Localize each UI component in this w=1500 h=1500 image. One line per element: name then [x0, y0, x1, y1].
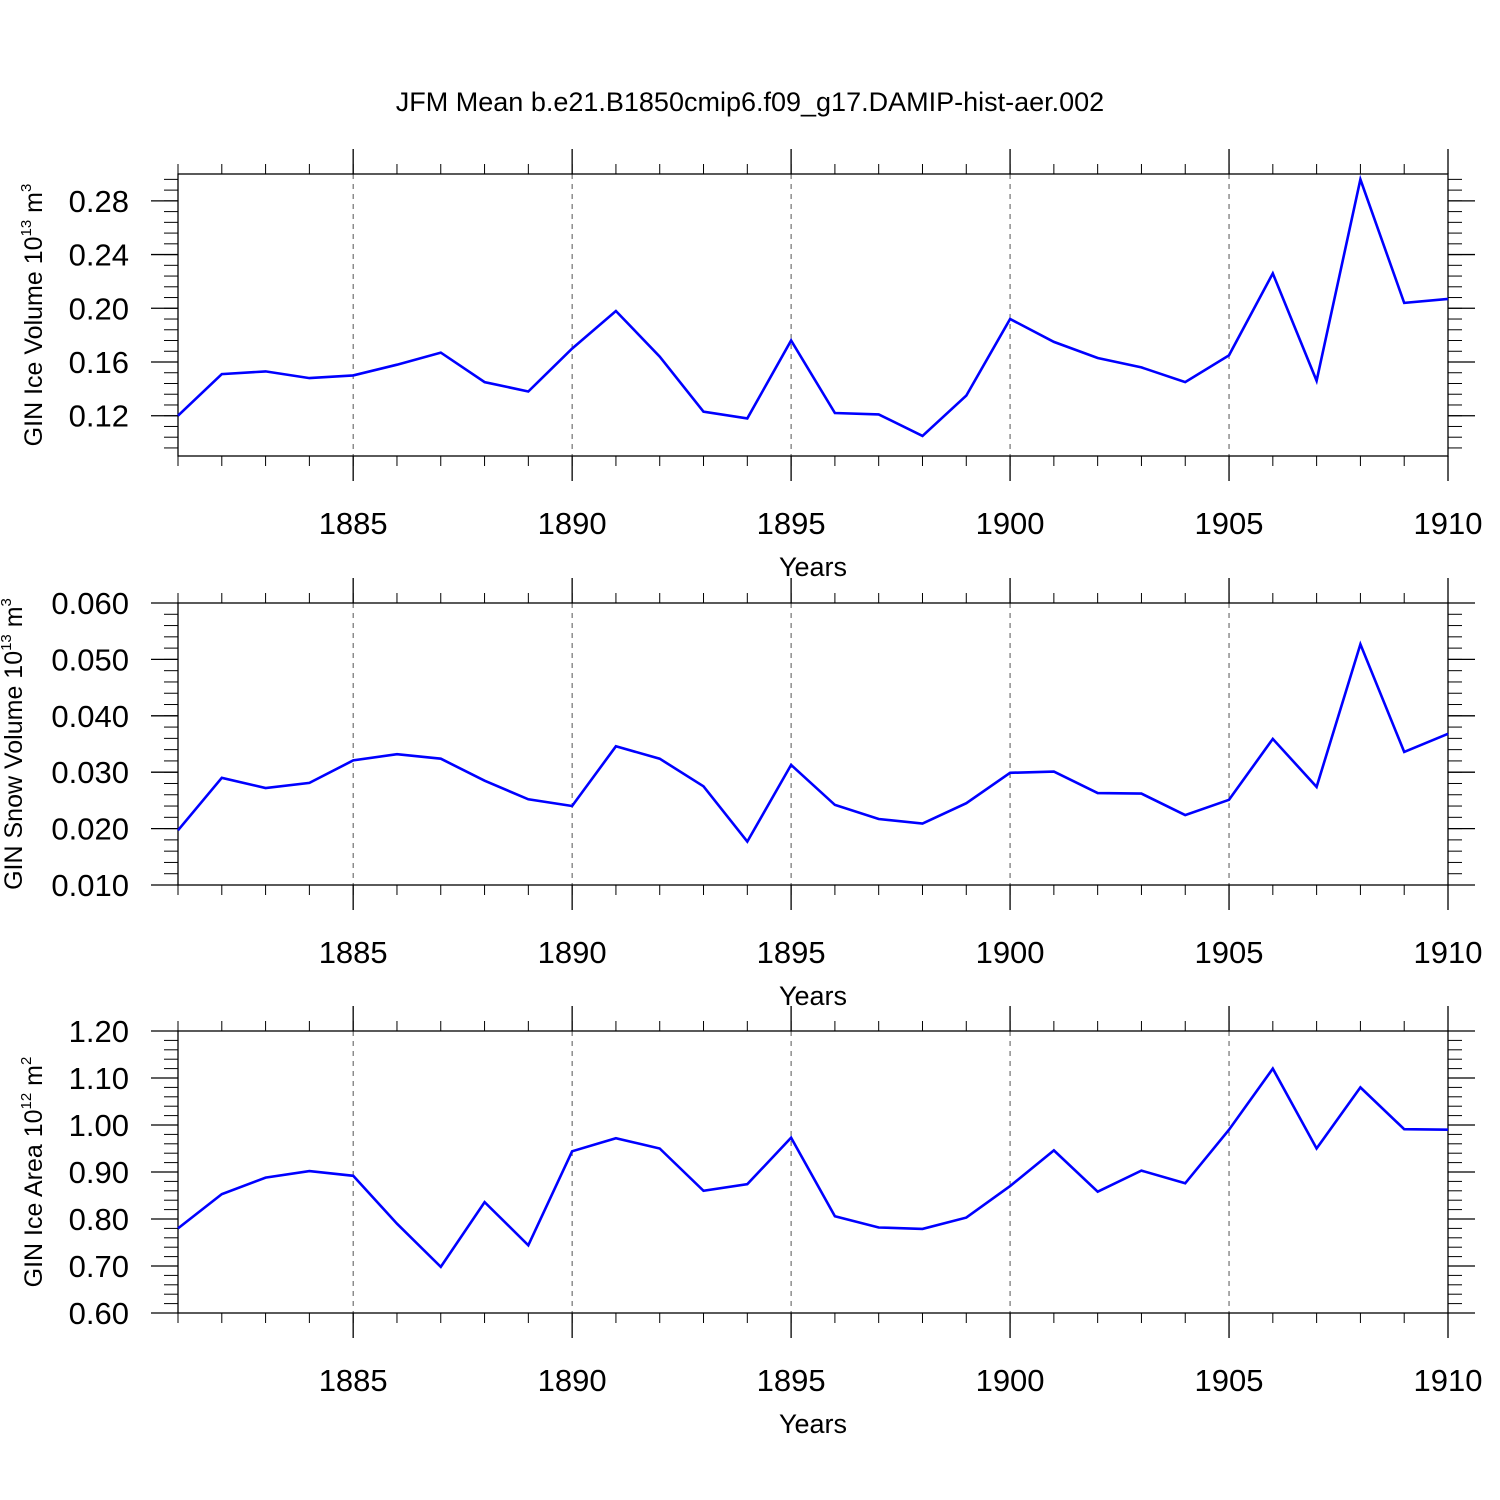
y-axis-label-text: GIN Snow Volume 10	[0, 651, 28, 890]
chart-title: JFM Mean b.e21.B1850cmip6.f09_g17.DAMIP-…	[396, 87, 1104, 117]
y-tick-label-2: 0.20	[69, 291, 129, 326]
y-tick-label-3: 0.90	[69, 1155, 129, 1190]
y-axis-label-text: GIN Ice Area 10	[20, 1109, 48, 1287]
y-tick-label-1: 0.70	[69, 1249, 129, 1284]
x-tick-label-1: 1890	[538, 506, 607, 541]
y-axis-label: GIN Snow Volume 1013 m3	[0, 598, 28, 890]
x-tick-label-3: 1900	[976, 935, 1045, 970]
y-tick-label-6: 1.20	[69, 1014, 129, 1049]
x-tick-label-5: 1910	[1414, 506, 1483, 541]
x-tick-label-3: 1900	[976, 1363, 1045, 1398]
y-tick-label-3: 0.24	[69, 238, 129, 273]
y-axis-label: GIN Ice Area 1012 m2	[18, 1057, 48, 1288]
panel-3: 1885 1890 1895 1900 1905 1910 0.60 0.70 0.80 0.90…	[18, 1006, 1482, 1439]
y-tick-label-5: 0.060	[51, 586, 129, 621]
y-tick-label-3: 0.040	[51, 699, 129, 734]
y-axis-label-unit: m	[0, 606, 28, 634]
plot-frame	[177, 1030, 1449, 1314]
x-axis-label: Years	[779, 552, 847, 582]
x-tick-label-1: 1890	[538, 1363, 607, 1398]
y-axis-label-unit: m	[20, 192, 48, 220]
plot-frame	[177, 173, 1449, 457]
y-axis-label: GIN Ice Volume 1013 m3	[18, 184, 48, 447]
y-tick-label-0: 0.60	[69, 1296, 129, 1331]
x-tick-label-4: 1905	[1195, 935, 1264, 970]
x-tick-label-2: 1895	[757, 506, 826, 541]
x-tick-label-0: 1885	[319, 935, 388, 970]
x-tick-label-4: 1905	[1195, 1363, 1264, 1398]
y-axis-label-text: GIN Ice Volume 10	[20, 236, 48, 446]
y-axis-label-unit-exponent: 3	[18, 184, 35, 192]
y-tick-label-5: 1.10	[69, 1061, 129, 1096]
x-tick-label-2: 1895	[757, 935, 826, 970]
x-tick-label-3: 1900	[976, 506, 1045, 541]
y-tick-label-2: 0.030	[51, 755, 129, 790]
y-axis-label-exponent: 13	[0, 634, 15, 651]
series-line	[177, 1066, 1449, 1269]
x-axis-label: Years	[779, 981, 847, 1011]
panels: 1885 1890 1895 1900 1905 1910 0.12 0.16 0.20 0.24…	[0, 149, 1482, 1439]
x-tick-label-5: 1910	[1414, 1363, 1483, 1398]
y-tick-label-1: 0.16	[69, 345, 129, 380]
x-tick-label-0: 1885	[319, 506, 388, 541]
panel-2: 1885 1890 1895 1900 1905 1910 0.010 0.020 0.030 0…	[0, 578, 1482, 1011]
panel-1: 1885 1890 1895 1900 1905 1910 0.12 0.16 0.20 0.24…	[18, 149, 1482, 582]
y-tick-label-0: 0.010	[51, 868, 129, 903]
x-tick-label-0: 1885	[319, 1363, 388, 1398]
y-tick-label-2: 0.80	[69, 1202, 129, 1237]
x-axis-label: Years	[779, 1409, 847, 1439]
y-tick-label-4: 1.00	[69, 1108, 129, 1143]
x-tick-label-2: 1895	[757, 1363, 826, 1398]
x-tick-label-1: 1890	[538, 935, 607, 970]
x-tick-label-4: 1905	[1195, 506, 1264, 541]
y-tick-label-4: 0.28	[69, 184, 129, 219]
series-line	[177, 174, 1449, 438]
y-axis-label-unit: m	[20, 1065, 48, 1093]
y-tick-label-1: 0.020	[51, 812, 129, 847]
y-axis-label-unit-exponent: 2	[18, 1057, 35, 1065]
y-axis-label-unit-exponent: 3	[0, 598, 15, 606]
plot-frame	[177, 602, 1449, 886]
series-line	[177, 640, 1449, 844]
y-axis-label-exponent: 13	[18, 220, 35, 237]
y-tick-label-0: 0.12	[69, 399, 129, 434]
x-tick-label-5: 1910	[1414, 935, 1483, 970]
y-axis-label-exponent: 12	[18, 1093, 35, 1110]
y-tick-label-4: 0.050	[51, 642, 129, 677]
